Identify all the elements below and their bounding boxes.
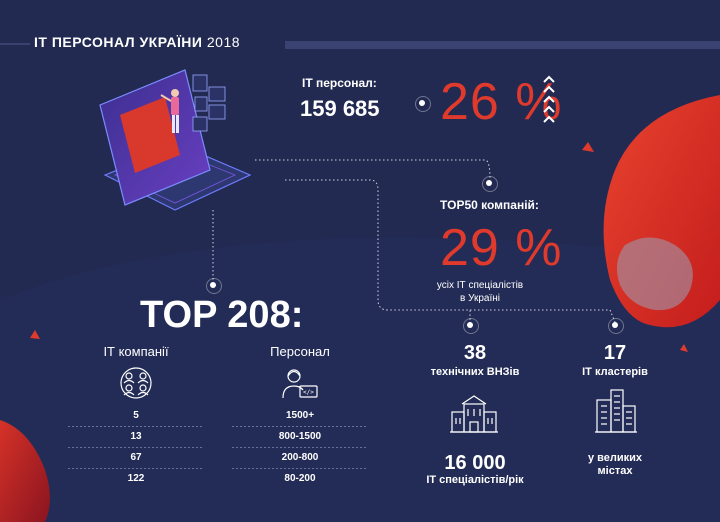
clusters-count: 17 xyxy=(560,342,670,365)
city-skyline-icon xyxy=(594,386,638,434)
clusters-caption: у великих містах xyxy=(560,452,670,478)
svg-text:</>: </> xyxy=(303,389,314,396)
universities-graduates: 16 000 xyxy=(410,452,540,475)
people-network-icon xyxy=(116,366,156,400)
table-cell-companies: 5 xyxy=(68,410,204,421)
page-title: ІТ ПЕРСОНАЛ УКРАЇНИ 2018 xyxy=(34,34,240,50)
dot-marker xyxy=(486,180,492,186)
laptop-developer-illustration xyxy=(85,65,255,215)
dot-marker xyxy=(419,100,425,106)
title-rule-right xyxy=(285,41,720,49)
table-cell-companies: 122 xyxy=(68,473,204,484)
table-cell-staff: 1500+ xyxy=(232,410,368,421)
dot-marker xyxy=(467,322,473,328)
table-divider xyxy=(68,426,204,427)
table-cell-companies: 13 xyxy=(68,431,204,442)
red-drop-1 xyxy=(582,142,594,152)
top208-col1-header: ІТ компанії xyxy=(68,344,204,359)
top208-heading: TOP 208: xyxy=(140,294,303,337)
developer-icon: </> xyxy=(280,366,320,400)
table-cell-staff: 800-1500 xyxy=(232,431,368,442)
universities-graduates-label: ІТ спеціалістів/рік xyxy=(405,474,545,486)
top50-label: TOP50 компаній: xyxy=(440,198,539,212)
table-cell-staff: 80-200 xyxy=(232,473,368,484)
clusters-caption-line1: у великих xyxy=(560,452,670,465)
table-divider xyxy=(232,426,368,427)
dot-marker xyxy=(612,322,618,328)
table-divider xyxy=(68,447,204,448)
table-divider xyxy=(232,468,368,469)
top50-percent: 29 % xyxy=(440,218,563,278)
table-cell-companies: 67 xyxy=(68,452,204,463)
dot-marker xyxy=(210,282,216,288)
title-year: 2018 xyxy=(207,34,240,50)
top208-col2-header: Персонал xyxy=(232,344,368,359)
top50-caption: усіх ІТ спеціалістів в Україні xyxy=(420,279,540,305)
top50-caption-line1: усіх ІТ спеціалістів xyxy=(420,279,540,292)
table-divider xyxy=(68,468,204,469)
table-cell-staff: 200-800 xyxy=(232,452,368,463)
title-main: ІТ ПЕРСОНАЛ УКРАЇНИ xyxy=(34,34,202,50)
clusters-label: ІТ кластерів xyxy=(555,366,675,378)
universities-label: технічних ВНЗів xyxy=(410,366,540,378)
top50-caption-line2: в Україні xyxy=(420,292,540,305)
personnel-value: 159 685 xyxy=(300,96,380,122)
chevron-up-stack-icon xyxy=(541,74,557,124)
universities-count: 38 xyxy=(420,342,530,365)
table-divider xyxy=(232,447,368,448)
university-building-icon xyxy=(448,394,500,434)
clusters-caption-line2: містах xyxy=(560,465,670,478)
personnel-label: ІТ персонал: xyxy=(302,76,377,90)
title-rule-left xyxy=(0,43,30,45)
